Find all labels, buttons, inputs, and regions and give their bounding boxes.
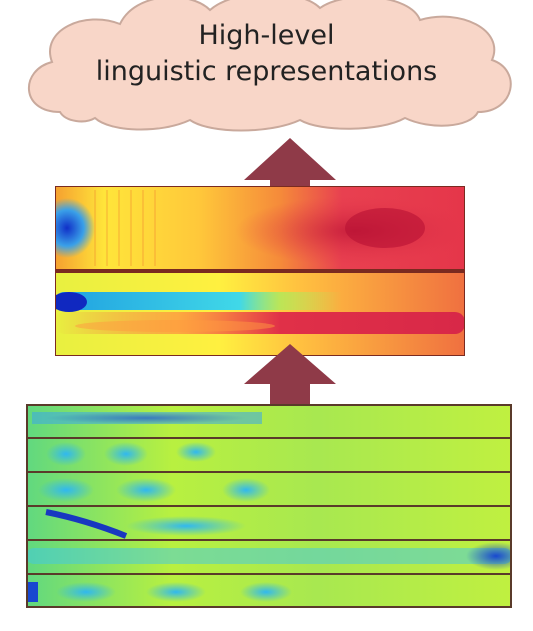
cloud-label: High-level linguistic representations [0, 18, 533, 90]
top-heatmap-panel-2 [55, 271, 465, 356]
bottom-heatmap-panel-5 [26, 540, 512, 574]
upper-arrow-shape [244, 138, 336, 222]
bottom-heatmap-panel-4 [26, 506, 512, 540]
cloud-body [27, 0, 512, 132]
bottom-heatmap-panel-1 [26, 404, 512, 438]
cloud-label-line1: High-level [198, 20, 335, 51]
cloud-shape [27, 0, 512, 132]
bottom-heatmap-panel-3 [26, 472, 512, 506]
bottom-panel-borders [26, 404, 512, 608]
top-heatmap-stack [55, 186, 465, 356]
top-heatmap-panel-1 [55, 186, 465, 271]
upper-arrow-icon [244, 138, 336, 222]
lower-arrow-shape [244, 344, 336, 424]
cloud-outline [27, 0, 512, 132]
lower-arrow-icon [244, 344, 336, 424]
bottom-heatmap-stack [26, 404, 512, 608]
cloud-label-line2: linguistic representations [95, 56, 438, 87]
bottom-heatmap-panel-2 [26, 438, 512, 472]
bottom-heatmap-panel-6 [26, 574, 512, 608]
